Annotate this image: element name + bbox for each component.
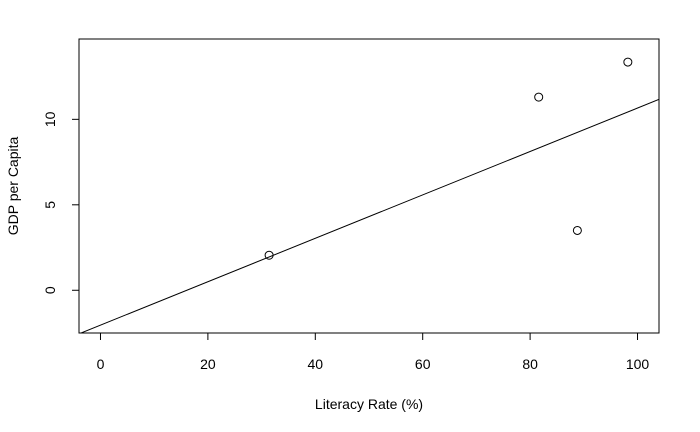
x-tick-label-40: 40: [308, 356, 324, 372]
data-point-1: [264, 250, 274, 260]
y-tick-label-10: 10: [42, 111, 58, 127]
y-tick-label-5: 5: [42, 201, 58, 209]
data-point-4: [623, 57, 633, 67]
data-point-3: [572, 225, 582, 235]
y-tick-label-0: 0: [42, 286, 58, 294]
x-axis-title: Literacy Rate (%): [315, 396, 423, 412]
x-tick-label-60: 60: [415, 356, 431, 372]
plot-layer: 0 20 40 60 80 100 0 5 10: [42, 38, 660, 372]
x-tick-label-80: 80: [522, 356, 538, 372]
x-tick-label-100: 100: [626, 356, 650, 372]
x-tick-label-0: 0: [97, 356, 105, 372]
y-axis-title: GDP per Capita: [5, 137, 21, 236]
x-tick-label-20: 20: [200, 356, 216, 372]
data-point-2: [534, 92, 544, 102]
plot-frame: [78, 38, 660, 334]
regression-line: [79, 98, 659, 333]
